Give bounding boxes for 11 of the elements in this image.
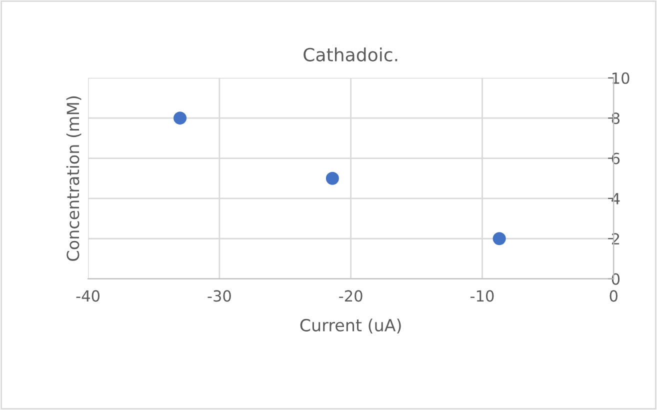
- x-tick-label: -10: [470, 290, 494, 302]
- y-tick-label: 10: [612, 72, 630, 84]
- x-tick-label: -30: [208, 290, 231, 302]
- point: [174, 112, 187, 125]
- x-tick-label: -20: [339, 290, 362, 302]
- chart-title: Cathadoic.: [304, 48, 398, 62]
- point: [326, 172, 339, 185]
- x-axis-title: Current (uA): [300, 318, 401, 334]
- x-tick-label: -40: [76, 290, 100, 302]
- point: [492, 232, 506, 246]
- y-axis-title: Concentration (mM): [66, 96, 82, 261]
